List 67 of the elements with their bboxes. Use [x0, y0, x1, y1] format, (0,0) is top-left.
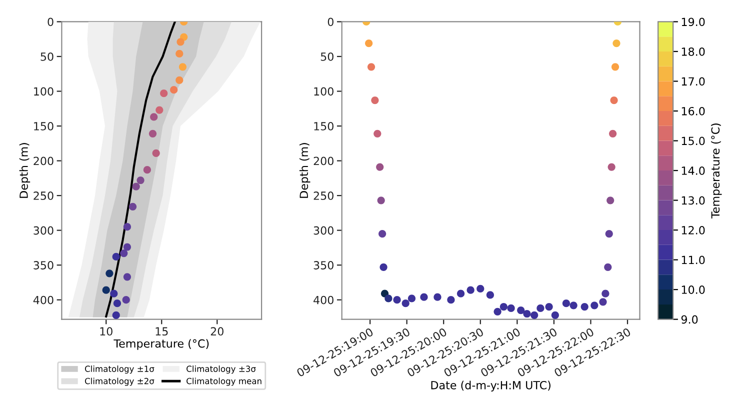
color-bar-title: Temperature (°C) [711, 124, 722, 218]
point [148, 130, 157, 138]
point [128, 202, 137, 210]
y-tick-label: 100 [34, 87, 54, 96]
y-tick-label: 350 [34, 261, 54, 270]
color-bar-label: 9.0 [681, 315, 698, 324]
y-tick-label: 200 [34, 156, 54, 166]
color-bar-label: 18.0 [682, 47, 705, 56]
x-tick-label: 20 [210, 327, 224, 336]
point [176, 38, 184, 46]
y-tick-label: 400 [33, 296, 54, 304]
y-tick-label: 150 [34, 122, 54, 130]
color-bar-label: 12.0 [682, 226, 705, 234]
color-bar-label: 19.0 [682, 18, 705, 26]
y-axis-title: Depth (m) [299, 143, 310, 198]
point [160, 90, 168, 98]
y-tick-label: 300 [34, 226, 54, 235]
point [102, 286, 110, 294]
legend-label: Climatology ±1σ [85, 366, 154, 374]
y-tick-label: 0 [328, 18, 334, 26]
legend-label: Climatology ±2σ [85, 378, 154, 386]
point [178, 63, 187, 71]
y-tick-label: 350 [314, 261, 334, 270]
x-tick-label: 15 [156, 327, 168, 336]
point [110, 290, 118, 298]
y-tick-label: 400 [314, 296, 334, 304]
point [123, 243, 132, 251]
y-tick-label: 100 [314, 87, 334, 96]
point [112, 311, 120, 319]
y-tick-label: 50 [320, 52, 334, 61]
point [143, 166, 151, 174]
point [120, 249, 128, 258]
point [150, 113, 158, 121]
point [122, 296, 130, 304]
point [176, 76, 184, 84]
y-tick-label: 150 [314, 122, 334, 130]
point [112, 252, 120, 261]
x-tick-label: 10 [100, 327, 112, 336]
point [106, 270, 114, 278]
y-axis-title: Depth (m) [19, 143, 30, 198]
point [152, 149, 160, 157]
x-axis-title: Date (d-m-y:H:M UTC) [431, 380, 550, 392]
color-bar-label: 10.0 [682, 286, 705, 294]
point [136, 176, 144, 184]
legend-label: Climatology mean [186, 378, 262, 386]
y-tick-label: 0 [48, 18, 54, 26]
y-tick-label: 50 [40, 52, 54, 61]
color-bar-label: 14.0 [682, 166, 705, 175]
point [176, 50, 184, 58]
point [170, 86, 178, 94]
y-tick-label: 300 [314, 226, 334, 235]
point [123, 273, 132, 281]
legend-label: Climatology ±3σ [186, 366, 256, 374]
color-bar-label: 15.0 [682, 136, 705, 146]
line-series [105, 22, 176, 318]
point [123, 223, 132, 231]
color-bar-label: 16.0 [682, 106, 705, 116]
y-tick-label: 200 [314, 156, 334, 166]
point [113, 300, 122, 308]
color-bar-label: 11.0 [682, 256, 705, 264]
point [132, 182, 140, 190]
y-tick-label: 250 [34, 192, 54, 200]
x-axis-title: Temperature (°C) [114, 339, 209, 350]
y-tick-label: 250 [314, 192, 334, 200]
color-bar-label: 13.0 [682, 196, 705, 205]
color-bar-label: 17.0 [682, 77, 705, 86]
point [156, 106, 164, 114]
